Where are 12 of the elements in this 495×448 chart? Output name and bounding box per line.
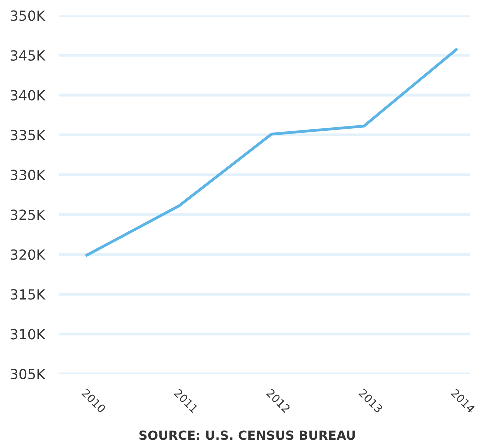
y-tick-label: 305K — [10, 369, 46, 380]
y-tick-label: 340K — [10, 90, 46, 101]
y-tick-label: 345K — [10, 50, 46, 61]
y-tick-label: 350K — [10, 10, 46, 22]
y-tick-label: 335K — [10, 130, 46, 141]
y-tick-label: 320K — [10, 250, 46, 260]
line-series — [86, 48, 458, 257]
y-tick-label: 310K — [10, 329, 46, 340]
y-tick-label: 315K — [10, 289, 46, 300]
y-tick-label: 325K — [10, 210, 46, 220]
source-note: SOURCE: U.S. CENSUS BUREAU — [140, 430, 356, 440]
y-tick-label: 330K — [10, 170, 46, 180]
